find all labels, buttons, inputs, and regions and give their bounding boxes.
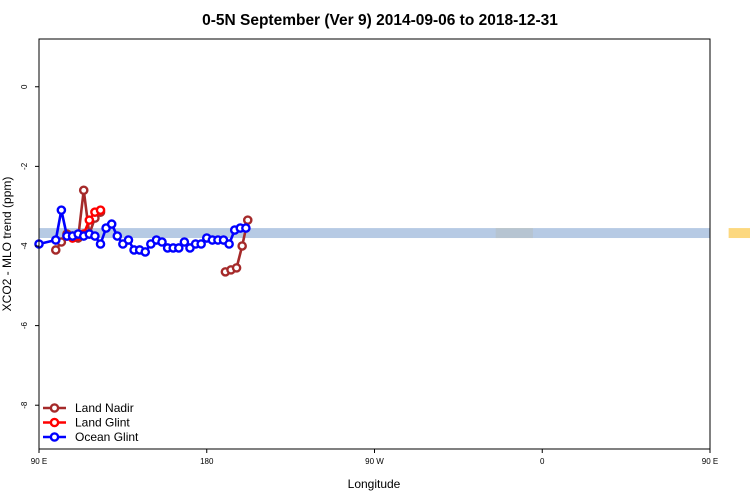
data-point-ocean-glint bbox=[179, 237, 190, 247]
data-point-ocean-glint bbox=[90, 231, 100, 241]
legend-swatch-marker bbox=[49, 417, 60, 428]
legend-item-land-glint: Land Glint bbox=[43, 416, 130, 430]
x-tick-label: 90 W bbox=[365, 457, 384, 466]
legend-label: Ocean Glint bbox=[75, 430, 139, 444]
data-point-ocean-glint bbox=[224, 239, 234, 249]
data-point-ocean-glint bbox=[196, 239, 206, 249]
chart-title: 0-5N September (Ver 9) 2014-09-06 to 201… bbox=[202, 12, 558, 29]
data-point-ocean-glint bbox=[140, 247, 151, 257]
series-ocean-glint bbox=[34, 205, 251, 257]
data-point-ocean-glint bbox=[95, 239, 106, 249]
data-point-ocean-glint bbox=[106, 219, 117, 229]
data-point-land-nadir bbox=[78, 185, 89, 196]
reference-band bbox=[39, 228, 710, 239]
data-point-ocean-glint bbox=[157, 237, 167, 247]
data-point-land-glint bbox=[84, 215, 95, 225]
data-point-land-glint bbox=[95, 205, 106, 215]
x-tick-label: 0 bbox=[540, 457, 545, 466]
series-layer bbox=[34, 185, 253, 277]
reference-bands bbox=[39, 228, 750, 239]
x-tick-label: 180 bbox=[200, 457, 214, 466]
highlight-band-1 bbox=[728, 228, 750, 239]
legend-label: Land Nadir bbox=[75, 401, 134, 415]
data-point-ocean-glint bbox=[50, 235, 61, 245]
y-axis-label: XCO2 - MLO trend (ppm) bbox=[0, 177, 14, 312]
data-point-ocean-glint bbox=[123, 235, 134, 245]
data-point-ocean-glint bbox=[241, 223, 251, 233]
legend-swatch-marker bbox=[49, 432, 60, 442]
x-axis-label: Longitude bbox=[348, 477, 401, 491]
y-axis-ticks: 0 -2 -4 -6 -8 bbox=[20, 84, 39, 409]
y-tick-label: -2 bbox=[20, 162, 29, 170]
data-point-land-nadir bbox=[231, 263, 242, 273]
data-point-ocean-glint bbox=[173, 243, 184, 253]
x-axis-ticks: 90 E 180 90 W 0 90 E bbox=[31, 449, 718, 466]
legend-item-land-nadir: Land Nadir bbox=[43, 401, 134, 415]
data-point-ocean-glint bbox=[56, 205, 67, 215]
plot-frame bbox=[38, 38, 711, 450]
y-tick-label: -8 bbox=[20, 401, 29, 409]
x-tick-label: 90 E bbox=[31, 457, 47, 466]
x-tick-label: 90 E bbox=[702, 457, 718, 466]
data-point-land-nadir bbox=[237, 241, 247, 251]
y-tick-label: -6 bbox=[20, 322, 29, 330]
legend-label: Land Glint bbox=[75, 416, 130, 430]
y-tick-label: -4 bbox=[20, 242, 29, 250]
y-tick-label: 0 bbox=[20, 84, 29, 89]
data-point-ocean-glint bbox=[112, 231, 123, 241]
legend-swatch-marker bbox=[49, 403, 60, 413]
data-point-land-nadir bbox=[242, 215, 253, 225]
legend-item-ocean-glint: Ocean Glint bbox=[43, 430, 139, 444]
data-point-land-nadir bbox=[50, 245, 61, 255]
